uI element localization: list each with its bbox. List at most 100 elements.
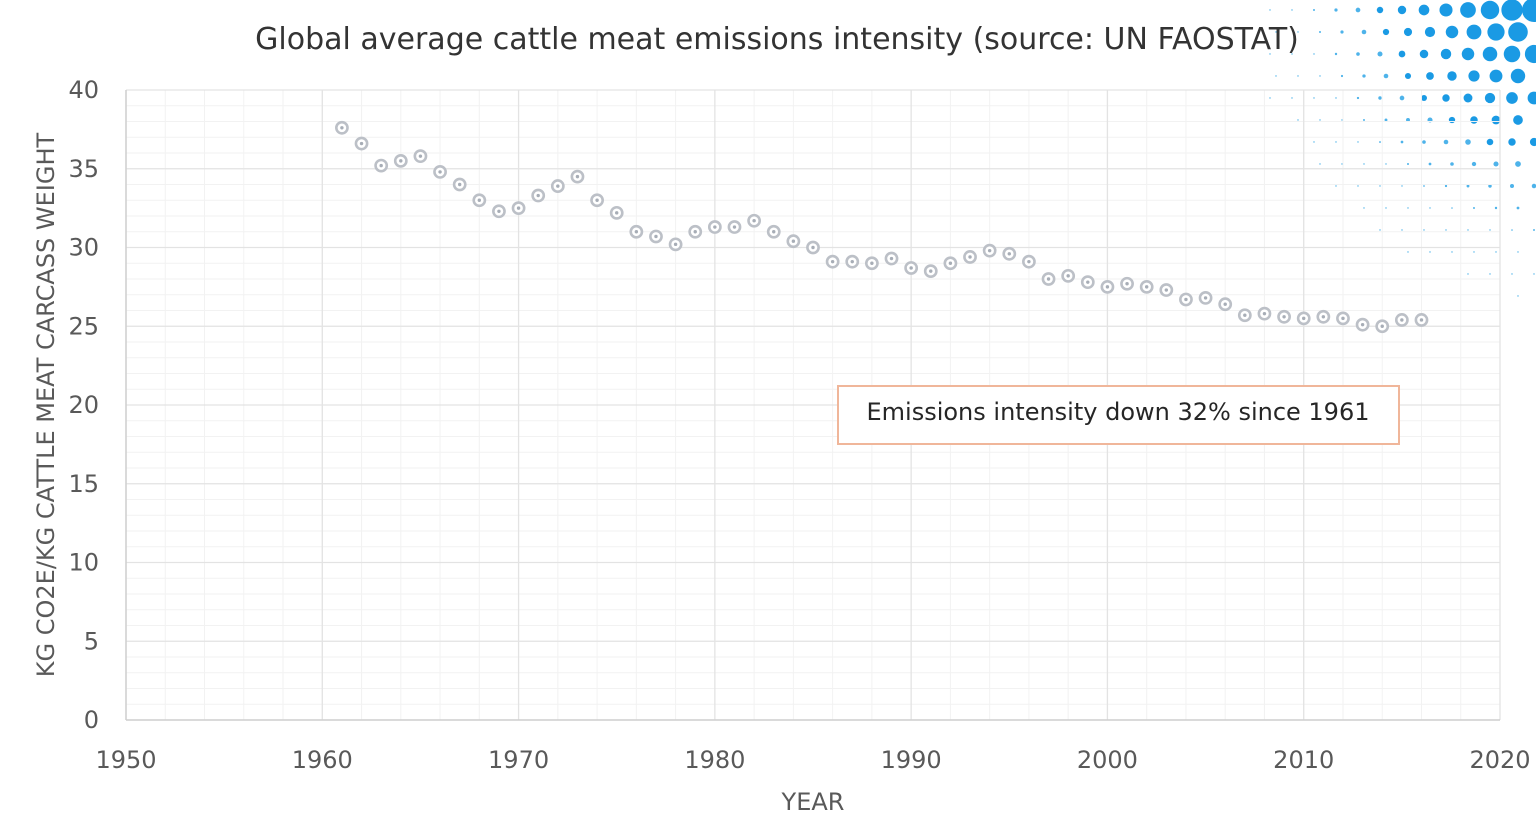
decoration-dot [1362, 74, 1366, 78]
decoration-dot [1335, 97, 1337, 99]
decoration-dot [1397, 5, 1407, 15]
data-point-core [791, 239, 796, 243]
decoration-dot [1334, 8, 1338, 12]
data-point [1237, 308, 1252, 323]
decoration-dot [1401, 229, 1403, 231]
data-point-core [1380, 324, 1384, 328]
decoration-dot [1355, 7, 1361, 13]
x-tick-label: 2020 [1469, 746, 1530, 774]
data-point-core [399, 159, 403, 163]
data-point [433, 164, 447, 179]
y-tick-label: 20 [68, 391, 99, 419]
decoration-dot [1361, 29, 1367, 35]
decoration-dot [1466, 184, 1470, 188]
decoration-dot [1461, 47, 1475, 61]
decoration-dot [1527, 91, 1536, 105]
data-points [335, 120, 1429, 334]
decoration-dot [1533, 229, 1535, 231]
data-point [1120, 276, 1134, 291]
data-point [335, 120, 349, 135]
data-point [609, 205, 624, 220]
data-point [825, 254, 840, 269]
data-point [727, 220, 742, 234]
decoration-dot [1382, 28, 1390, 36]
data-point [884, 251, 899, 266]
annotation-border [837, 385, 1400, 445]
decoration-dot [1357, 141, 1359, 143]
decoration-dot [1275, 31, 1277, 33]
data-point-core [418, 154, 423, 158]
decoration-dot [1297, 119, 1299, 121]
decoration-dot [1291, 53, 1293, 55]
decoration-dot [1487, 23, 1505, 41]
decoration-dot [1480, 0, 1500, 20]
data-point-core [929, 269, 933, 273]
decoration-dot [1291, 9, 1293, 11]
decoration-dot [1269, 97, 1271, 99]
decoration-dot [1450, 162, 1454, 166]
decoration-dot [1335, 141, 1337, 143]
decoration-dot [1406, 118, 1410, 122]
data-point-core [1282, 315, 1286, 319]
annotation-text: Emissions intensity down 32% since 1961 [866, 398, 1369, 426]
data-point-core [1243, 313, 1247, 317]
decoration-dot [1489, 273, 1491, 275]
decoration-dot [1404, 72, 1412, 80]
decoration-dot [1467, 273, 1469, 275]
decoration-dot [1503, 45, 1521, 63]
decoration-dot [1516, 206, 1520, 210]
decoration-dot [1403, 27, 1413, 37]
data-point [1179, 292, 1193, 307]
decoration-dot [1488, 184, 1492, 188]
data-point-core [615, 211, 619, 215]
decoration-dot [1517, 251, 1519, 253]
decoration-dot [1319, 119, 1321, 121]
decoration-dot [1384, 118, 1388, 122]
data-point-core [516, 206, 521, 210]
decoration-dot [1470, 116, 1478, 124]
decoration-dot [1426, 72, 1434, 80]
decoration-dot [1442, 94, 1450, 102]
decoration-dot [1378, 96, 1382, 100]
data-point-core [772, 230, 776, 234]
data-point [590, 193, 604, 208]
data-point-core [909, 266, 913, 270]
data-point [806, 240, 820, 255]
data-point-core [359, 141, 364, 146]
data-point [374, 158, 389, 173]
decoration-dot [1379, 141, 1381, 143]
decoration-dot [1341, 163, 1343, 165]
decoration-dot [1319, 163, 1321, 165]
decoration-dot [1356, 96, 1360, 100]
data-point [629, 224, 644, 239]
data-point-core [948, 261, 953, 265]
decoration-dot [1421, 95, 1427, 101]
decoration-dot [1510, 68, 1526, 84]
data-point [1218, 297, 1233, 312]
decoration-dot [1495, 251, 1497, 253]
decoration-dot [1506, 92, 1518, 104]
decoration-dot [1422, 140, 1426, 144]
data-point-core [1007, 252, 1011, 256]
decoration-dot [1445, 25, 1459, 39]
decoration-dot [1486, 138, 1494, 146]
data-point-core [654, 234, 658, 239]
decoration-dot [1428, 162, 1432, 166]
data-point [1198, 290, 1213, 305]
y-axis-label: KG CO2E/KG CATTLE MEAT CARCASS WEIGHT [32, 132, 60, 677]
data-point-core [693, 230, 697, 234]
decoration-dot [1383, 73, 1389, 79]
data-point [492, 204, 506, 219]
decoration-dot [1363, 119, 1365, 121]
data-point-core [1360, 322, 1365, 327]
decoration-dot [1493, 161, 1499, 167]
data-point [786, 234, 801, 249]
data-point-core [1419, 318, 1424, 322]
data-point-core [1105, 285, 1110, 289]
data-point [393, 153, 408, 168]
y-tick-label: 10 [68, 549, 99, 577]
data-point-core [340, 126, 344, 130]
decoration-dot [1491, 115, 1501, 125]
decoration-dot [1460, 2, 1476, 18]
data-point-core [889, 256, 894, 261]
